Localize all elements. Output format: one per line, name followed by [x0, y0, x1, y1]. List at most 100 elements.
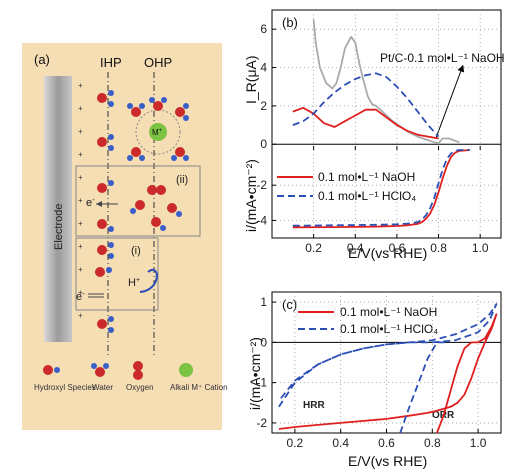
water-molecule: [97, 219, 114, 232]
water-molecule: [97, 242, 114, 259]
plus-sign: +: [78, 288, 83, 297]
water-molecule: [149, 97, 167, 111]
water-molecule: [130, 200, 145, 214]
panel-b-lower-x-tick-label: 0.8: [430, 241, 447, 255]
hydroxyl-species: [95, 267, 112, 277]
annotation-arrow: [435, 64, 465, 139]
plus-sign: +: [78, 127, 83, 136]
legend-label-hclo4-b: 0.1 mol•L⁻¹ HClO₄: [318, 189, 416, 203]
panel-b-label: (b): [282, 15, 298, 30]
panel-c-series-line-2: [399, 341, 446, 434]
panel-b-x-axis-label: E/V(vs RHE): [348, 245, 427, 261]
panel-b-upper-y-tick-label: 4: [260, 61, 267, 75]
cation-legend-icon: [179, 363, 193, 377]
panel-c-y-tick-label: 0: [260, 335, 267, 349]
water-molecule: [127, 147, 145, 161]
molecules: [95, 90, 189, 333]
plus-sign: +: [78, 81, 83, 90]
panel-b-upper-y-tick-label: 2: [260, 99, 267, 113]
oxygen-legend-icon: [133, 361, 143, 380]
panel-b-lower-y-tick-label: -4: [256, 213, 267, 227]
proton-transfer-arrow: [139, 268, 158, 293]
plot-layer: 6 4 2 0 0.2 0.4 0.6 0.8 1.0 -2 -4 0.2 0.4 0.6 0.8 1.0 1 0…: [256, 10, 501, 450]
region-i-box: [75, 237, 159, 311]
plus-sign: +: [78, 242, 83, 251]
water-molecule: [167, 203, 182, 217]
water-molecule: [97, 134, 114, 151]
water-molecule: [127, 103, 145, 117]
panel-b-lower-x-tick-label: 1.0: [472, 241, 489, 255]
panel-b-upper-y-tick-label: 0: [260, 137, 267, 151]
upper-y-axis-label: I_R(μA): [243, 55, 259, 104]
panel-c-y-axis-label: i/(mA•cm⁻²): [247, 337, 263, 410]
ohp-label: OHP: [144, 55, 172, 70]
panel-a-label: (a): [34, 52, 50, 67]
panel-c-y-tick-label: -2: [256, 416, 267, 430]
panel-c-series-line-0: [278, 313, 498, 434]
water-legend-icon: [91, 363, 109, 377]
hydration-shell: [135, 109, 181, 155]
plus-sign: +: [78, 311, 83, 320]
plus-sign: +: [78, 104, 83, 113]
panel-b-upper-y-tick-label: 6: [260, 22, 267, 36]
panel-b-lower-y-tick-label: -2: [256, 178, 267, 192]
electrode-bar: [44, 76, 72, 342]
panel-c-x-tick-label: 0.4: [332, 436, 349, 450]
hydroxyl-legend-icon: [43, 365, 60, 375]
plus-sign: +: [78, 173, 83, 182]
panel-b-frame: [271, 9, 502, 239]
hrr-annotation: HRR: [303, 400, 325, 411]
panel-b: (b) Pt/C-0.1 mol•L⁻¹ NaOH I_R(μA) i/(mA•…: [243, 9, 505, 261]
water-molecule: [175, 103, 189, 121]
legend-hydroxyl-label: Hydroxyl Species: [34, 383, 96, 392]
panel-c: (c) i/(mA•cm⁻²) E/V(vs RHE) HRR ORR 0.1 …: [247, 291, 502, 469]
panel-b-legend: 0.1 mol•L⁻¹ NaOH 0.1 mol•L⁻¹ HClO₄: [277, 170, 416, 203]
region-ii-label: (ii): [176, 174, 188, 186]
electron-label-i: e-: [76, 289, 85, 303]
region-ii-box: [75, 165, 201, 237]
lower-y-axis-label: i/(mA•cm⁻²): [243, 159, 259, 232]
panel-c-x-tick-label: 1.0: [470, 436, 487, 450]
panel-c-x-tick-label: 0.8: [424, 436, 441, 450]
water-molecule: [97, 90, 114, 107]
panel-b-lower-series-line-1: [292, 149, 470, 227]
panel-c-x-tick-label: 0.2: [287, 436, 304, 450]
proton-label: H+: [128, 277, 140, 289]
plus-sign: +: [78, 219, 83, 228]
electrode-label: Electrode: [53, 204, 65, 250]
panel-b-lower-x-tick-label: 0.6: [389, 241, 406, 255]
legend-label-naoh-b: 0.1 mol•L⁻¹ NaOH: [318, 170, 415, 184]
panel-c-y-tick-label: 1: [260, 295, 267, 309]
legend-cation-label: Alkali M⁺ Cation: [170, 383, 228, 392]
panel-b-lower-x-tick-label: 0.4: [347, 241, 364, 255]
oxygen-molecule: [147, 185, 166, 195]
panel-b-lower-series-line-0: [292, 149, 470, 229]
plus-sign: +: [78, 265, 83, 274]
panel-a-legend: Hydroxyl Species Water Oxygen Alkali M⁺ …: [34, 361, 228, 392]
ihp-label: IHP: [100, 55, 122, 70]
panel-b-annotation: Pt/C-0.1 mol•L⁻¹ NaOH: [380, 51, 505, 65]
water-molecule: [97, 316, 114, 333]
panel-c-x-tick-label: 0.6: [378, 436, 395, 450]
legend-label-naoh-c: 0.1 mol•L⁻¹ NaOH: [340, 305, 437, 319]
panel-b-lower-x-tick-label: 0.2: [305, 241, 322, 255]
electron-label-ii: e-: [86, 195, 95, 209]
cation-sphere: [149, 123, 167, 141]
plus-sign: +: [78, 150, 83, 159]
panel-a: (a) IHP OHP Electrode + + + + + + + + + …: [22, 43, 228, 430]
panel-c-series-line-1: [278, 303, 498, 408]
water-molecule: [97, 180, 114, 193]
panel-c-legend: 0.1 mol•L⁻¹ NaOH 0.1 mol•L⁻¹ HClO₄: [298, 305, 438, 336]
panel-c-y-tick-label: -1: [256, 376, 267, 390]
panel-c-x-axis-label: E/V(vs RHE): [348, 453, 427, 469]
water-molecule: [151, 217, 166, 231]
water-molecule: [171, 147, 189, 161]
region-i-label: (i): [131, 245, 141, 257]
cation-label: M+: [152, 128, 163, 137]
plus-sign: +: [78, 196, 83, 205]
legend-water-label: Water: [92, 383, 113, 392]
electrode-charges: + + + + + + + + + + +: [78, 81, 83, 320]
legend-oxygen-label: Oxygen: [126, 383, 154, 392]
panel-b-upper-series-line-1: [292, 106, 439, 140]
